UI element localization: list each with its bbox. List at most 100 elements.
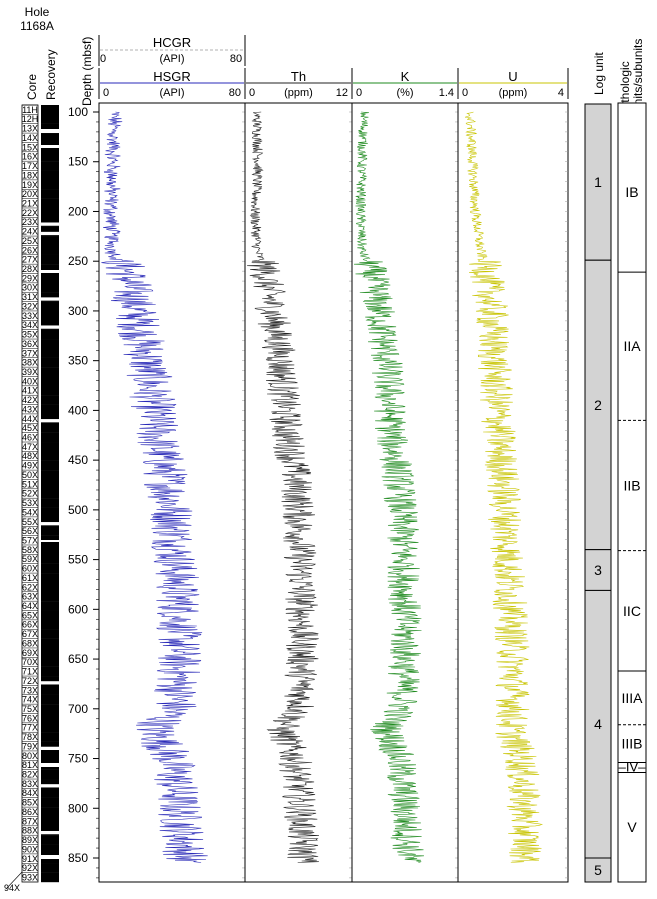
core-label: 52X	[22, 489, 38, 499]
depth-tick-label: 750	[68, 752, 88, 766]
core-label: 33X	[22, 311, 38, 321]
core-label: 18X	[22, 170, 38, 180]
recovery-bar	[41, 835, 59, 845]
recovery-bar	[41, 451, 59, 461]
recovery-bar	[41, 582, 59, 592]
hole-label-line1: Hole	[25, 5, 50, 19]
recovery-bar	[41, 133, 59, 143]
depth-tick-label: 400	[68, 403, 88, 417]
recovery-bar	[41, 170, 59, 181]
core-label: 78X	[22, 732, 38, 742]
log-unit-band	[584, 857, 612, 883]
core-label: 44X	[22, 414, 38, 424]
th-min-label: 0	[249, 87, 255, 99]
th-unit: (ppm)	[284, 87, 313, 99]
recovery-bar	[41, 367, 59, 377]
recovery-bar	[41, 591, 59, 602]
lith-unit-label: –IV–	[619, 759, 647, 774]
k-max-label: 1.4	[439, 87, 454, 99]
recovery-bar	[41, 610, 59, 621]
recovery-bar	[41, 264, 59, 274]
core-label: 91X	[22, 854, 38, 864]
recovery-bar	[41, 788, 59, 798]
core-label: 69X	[22, 648, 38, 658]
recovery-bar	[41, 694, 59, 705]
recovery-bar	[41, 413, 59, 424]
core-label: 38X	[22, 358, 38, 368]
core-label: 12H	[22, 114, 39, 124]
core-label: 71X	[22, 667, 38, 677]
depth-tick-label: 600	[68, 602, 88, 616]
depth-tick-label: 200	[68, 204, 88, 218]
core-label: 73X	[22, 685, 38, 695]
core-label: 39X	[22, 367, 38, 377]
depth-axis: 100 150 200 250 300 350 400 450 500 550 600 650 700 7…	[68, 103, 100, 882]
core-label: 60X	[22, 564, 38, 574]
k-curve	[353, 111, 425, 863]
core-label: 90X	[22, 844, 38, 854]
recovery-bar	[41, 292, 59, 302]
recovery-bar	[41, 460, 59, 471]
core-label: 28X	[22, 264, 38, 274]
recovery-bar	[41, 816, 59, 827]
u-max-label: 4	[558, 87, 564, 99]
k-min-label: 0	[356, 87, 362, 99]
recovery-bar	[41, 123, 59, 134]
u-min-label: 0	[462, 87, 468, 99]
k-title: K	[401, 69, 410, 84]
recovery-bar	[41, 601, 59, 611]
depth-tick-label: 450	[68, 453, 88, 467]
lith-unit-label: V	[627, 819, 637, 835]
hcgr-unit: (API)	[159, 53, 184, 65]
core-label: 22X	[22, 208, 38, 218]
lith-unit-label: IIB	[623, 477, 640, 493]
core-label: 19X	[22, 180, 38, 190]
recovery-bar	[41, 114, 59, 124]
recovery-bar	[41, 189, 59, 199]
depth-tick-label: 550	[68, 553, 88, 567]
recovery-bar	[41, 217, 59, 227]
trailing-core-label: 94X	[4, 883, 20, 893]
core-label: 81X	[22, 760, 38, 770]
core-label: 34X	[22, 320, 38, 330]
recovery-bar	[41, 226, 59, 237]
hsgr-min-label: 0	[103, 87, 109, 99]
depth-tick-label: 800	[68, 801, 88, 815]
curve-headers: HCGR 0 (API) 80 HSGR 0 (API) 80 Th 0 (ppm) 12 K 0 (%) 1…	[98, 35, 569, 99]
log-tracks	[98, 102, 569, 883]
core-label: 17X	[22, 161, 38, 171]
th-max-label: 12	[336, 87, 348, 99]
u-curve	[465, 111, 544, 863]
th-track	[244, 102, 353, 883]
core-label: 79X	[22, 741, 38, 751]
core-label: 49X	[22, 461, 38, 471]
core-label: 11H	[22, 105, 38, 115]
recovery-bar	[41, 273, 59, 284]
core-label: 84X	[22, 788, 38, 798]
core-label: 75X	[22, 704, 38, 714]
recovery-bar	[41, 151, 59, 162]
recovery-bar	[41, 554, 59, 564]
core-label: 30X	[22, 283, 38, 293]
recovery-bar	[41, 544, 59, 555]
core-label: 62X	[22, 582, 38, 592]
recovery-bar	[41, 507, 59, 518]
recovery-bar	[41, 357, 59, 368]
recovery-bar	[41, 320, 59, 330]
recovery-bar	[41, 339, 59, 349]
core-label: 23X	[22, 217, 38, 227]
recovery-bar	[41, 647, 59, 658]
lithologic-unit-column: IB IIA IIB IIC IIIA IIIB –IV– V	[617, 102, 647, 883]
hsgr-max-label: 80	[229, 87, 241, 99]
depth-axis-title: Depth (mbsf)	[80, 37, 94, 106]
log-unit-band	[584, 589, 612, 859]
recovery-bar	[41, 657, 59, 667]
recovery-bar	[41, 573, 59, 583]
lith-unit-label: IB	[625, 184, 638, 200]
u-track	[457, 102, 569, 883]
core-label: 92X	[22, 863, 38, 873]
lith-unit-label: IIIA	[621, 690, 643, 706]
core-label: 61X	[22, 573, 38, 583]
core-label: 77X	[22, 723, 38, 733]
